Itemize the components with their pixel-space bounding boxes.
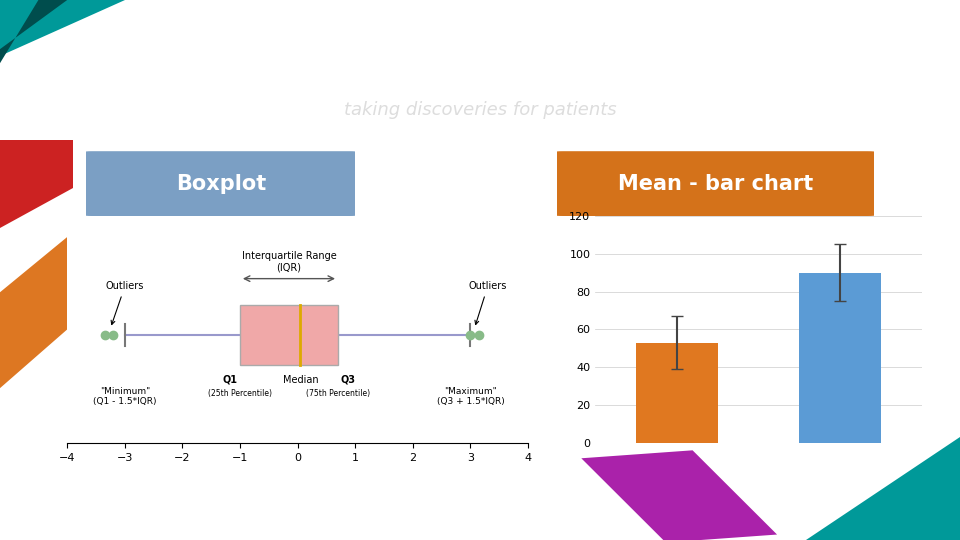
Text: Outliers: Outliers	[106, 281, 144, 325]
FancyBboxPatch shape	[547, 151, 883, 216]
Polygon shape	[0, 140, 73, 228]
Text: Mean - bar chart: Mean - bar chart	[617, 173, 813, 194]
Text: "Minimum"
(Q1 - 1.5*IQR): "Minimum" (Q1 - 1.5*IQR)	[93, 387, 156, 406]
Text: Q3: Q3	[341, 375, 356, 385]
Text: (25th Percentile): (25th Percentile)	[208, 389, 272, 398]
Polygon shape	[806, 437, 960, 540]
Text: Interquartile Range
(IQR): Interquartile Range (IQR)	[242, 251, 336, 272]
Polygon shape	[0, 228, 78, 388]
Polygon shape	[0, 0, 67, 140]
Text: TRANSLATIONAL MEDICINE: TRANSLATIONAL MEDICINE	[260, 35, 700, 63]
Text: Q1: Q1	[222, 375, 237, 385]
Bar	[799, 273, 881, 443]
Text: "Maximum"
(Q3 + 1.5*IQR): "Maximum" (Q3 + 1.5*IQR)	[437, 387, 504, 406]
Text: taking discoveries for patients: taking discoveries for patients	[344, 100, 616, 118]
Text: Median: Median	[282, 375, 319, 385]
Polygon shape	[0, 0, 125, 56]
Bar	[636, 342, 717, 443]
Polygon shape	[582, 450, 777, 540]
Text: Boxplot: Boxplot	[176, 173, 266, 194]
Text: (75th Percentile): (75th Percentile)	[306, 389, 370, 398]
Text: Outliers: Outliers	[468, 281, 507, 325]
FancyBboxPatch shape	[79, 151, 363, 216]
Bar	[240, 305, 338, 364]
